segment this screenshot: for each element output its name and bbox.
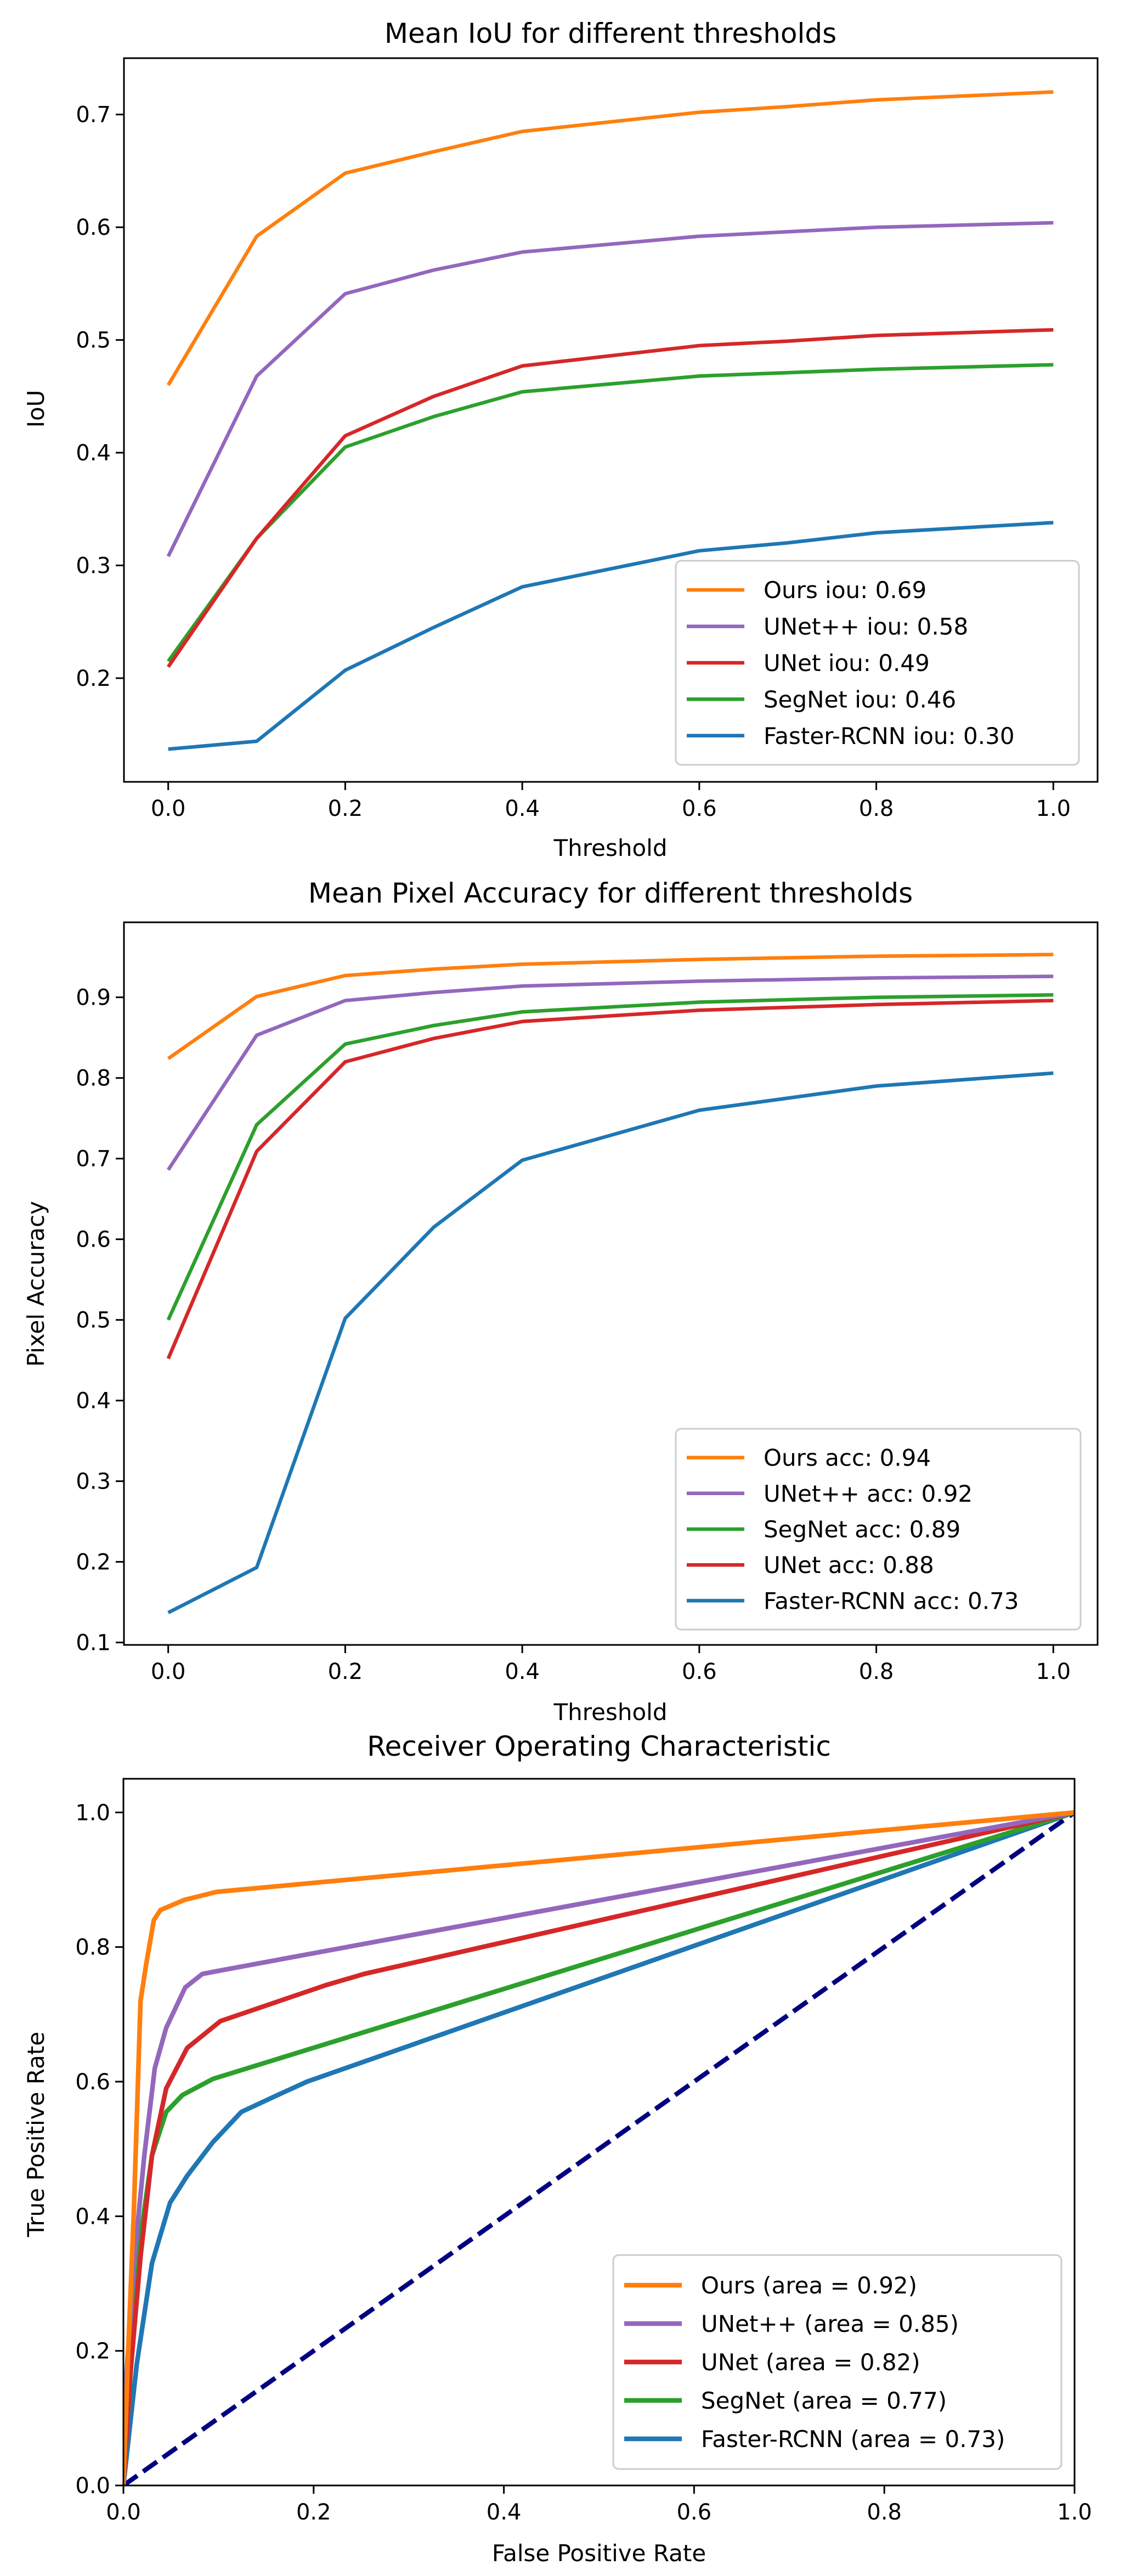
x-tick-label: 0.8 [859,796,894,821]
x-tick-label: 0.0 [151,796,186,821]
x-tick-label: 0.2 [328,1659,363,1684]
y-tick-label: 0.6 [75,2070,110,2095]
y-tick-label: 0.4 [76,1389,111,1414]
pixel-accuracy-chart: Mean Pixel Accuracy for different thresh… [22,877,1099,1726]
series-line-faster-rcnn [168,521,1054,751]
legend-label: UNet (area = 0.82) [701,2349,920,2376]
y-tick-label: 0.2 [76,1550,111,1575]
x-tick-label: 0.4 [505,1659,540,1684]
plot-area [166,90,1054,751]
x-axis-label: Threshold [553,1699,668,1726]
y-tick-label: 0.3 [76,1469,111,1495]
x-tick-label: 1.0 [1036,1659,1071,1684]
legend-label: SegNet iou: 0.46 [764,686,956,713]
plot-area [123,1810,1075,2485]
x-tick-label: 0.0 [151,1659,186,1684]
x-tick-label: 1.0 [1057,2500,1092,2525]
y-tick-label: 1.0 [75,1800,110,1825]
y-tick-label: 0.6 [76,215,111,240]
y-axis-label: IoU [22,390,49,428]
legend-label: Faster-RCNN iou: 0.30 [764,723,1015,749]
y-axis-label: Pixel Accuracy [22,1201,49,1367]
x-tick-label: 1.0 [1036,796,1071,821]
legend-label: Ours iou: 0.69 [764,577,926,604]
legend-label: Faster-RCNN (area = 0.73) [701,2426,1005,2453]
y-tick-label: 0.9 [76,985,111,1011]
x-axis-label: Threshold [553,835,668,861]
legend-label: UNet++ (area = 0.85) [701,2310,959,2337]
chance-diagonal-line [123,1810,1075,2485]
legend-label: Faster-RCNN acc: 0.73 [764,1587,1019,1614]
x-tick-label: 0.6 [682,1659,717,1684]
y-tick-label: 0.8 [76,1066,111,1091]
y-tick-label: 0.1 [76,1631,111,1656]
series-line-unet [166,999,1054,1360]
x-tick-label: 0.0 [106,2500,141,2525]
y-tick-label: 0.6 [76,1227,111,1253]
y-tick-label: 0.4 [76,441,111,466]
legend: Ours acc: 0.94 UNet++ acc: 0.92 SegNet acc… [675,1428,1082,1631]
legend-label: SegNet acc: 0.89 [764,1516,960,1543]
chart-title: Mean Pixel Accuracy for different thresh… [308,877,913,909]
y-axis-label: True Positive Rate [22,2032,49,2237]
series-line-ours [167,952,1054,1061]
legend: Ours (area = 0.92) UNet++ (area = 0.85) UN… [612,2254,1062,2470]
legend: Ours iou: 0.69 UNet++ iou: 0.58 UNet iou: … [675,560,1080,766]
iou-chart: Mean IoU for different thresholds Thresh… [22,18,1099,861]
axes-frame [122,1778,1076,2487]
x-tick-label: 0.2 [328,796,363,821]
series-line-faster-rcnn [167,1071,1054,1615]
legend-label: UNet++ iou: 0.58 [764,613,968,640]
y-tick-label: 0.4 [75,2204,110,2229]
x-tick-label: 0.4 [487,2500,522,2525]
x-tick-label: 0.6 [682,796,717,821]
series-line-unet++ [166,974,1054,1171]
series-line-segnet [166,993,1054,1321]
plot-area [166,952,1054,1615]
legend-box [675,560,1080,766]
axes-frame [123,921,1099,1646]
y-tick-label: 0.0 [75,2473,110,2499]
x-tick-label: 0.8 [867,2500,902,2525]
y-tick-label: 0.2 [75,2339,110,2364]
series-line-unet [167,328,1054,668]
y-tick-label: 0.3 [76,554,111,579]
y-tick-label: 0.7 [76,1147,111,1172]
x-tick-label: 0.8 [859,1659,894,1684]
x-tick-label: 0.4 [505,796,540,821]
y-tick-label: 0.5 [76,328,111,353]
y-tick-label: 0.2 [76,666,111,691]
legend-label: Ours acc: 0.94 [764,1445,931,1472]
y-tick-label: 0.5 [76,1308,111,1333]
series-line-unet++ [166,221,1054,557]
x-tick-label: 0.6 [677,2500,712,2525]
series-line-ours [123,1810,1075,2485]
legend-label: UNet++ acc: 0.92 [764,1480,973,1507]
series-line-unet [123,1810,1075,2485]
legend-label: SegNet (area = 0.77) [701,2387,947,2414]
axes-frame [123,57,1099,783]
x-tick-label: 0.2 [296,2500,331,2525]
legend-label: Ours (area = 0.92) [701,2272,917,2299]
legend-box [675,1428,1082,1631]
y-tick-label: 0.8 [75,1935,110,1960]
chart-title: Mean IoU for different thresholds [385,18,836,49]
legend-label: UNet acc: 0.88 [764,1552,934,1579]
x-axis-label: False Positive Rate [492,2540,706,2567]
y-tick-label: 0.7 [76,103,111,128]
legend-box [612,2254,1062,2470]
series-line-ours [166,90,1054,386]
legend-label: UNet iou: 0.49 [764,650,930,677]
series-line-faster-rcnn [123,1810,1075,2485]
chart-title: Receiver Operating Characteristic [367,1731,831,1762]
series-line-segnet [167,363,1054,663]
roc-chart: Receiver Operating Characteristic False … [22,1731,1092,2567]
